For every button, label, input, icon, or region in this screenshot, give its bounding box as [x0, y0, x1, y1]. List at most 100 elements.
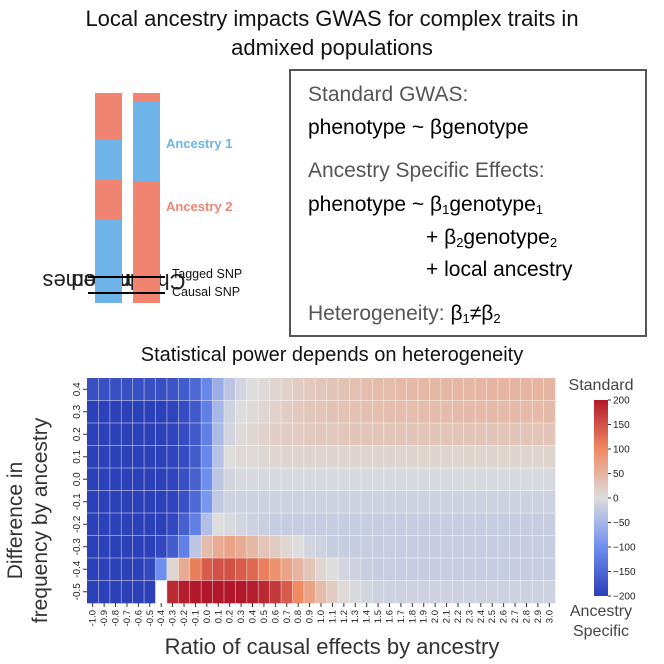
heatmap-cell — [121, 558, 133, 581]
heatmap-cell — [258, 558, 270, 581]
heatmap-cell — [509, 513, 522, 536]
heatmap-cell — [315, 513, 327, 536]
heatmap-cell — [212, 378, 225, 401]
heatmap-cell — [509, 445, 522, 469]
heatmap-cell — [497, 378, 510, 401]
heatmap-cell — [372, 490, 385, 514]
heatmap-cell — [463, 378, 476, 401]
colorbar-tick-label: −50 — [613, 518, 630, 529]
x-tick-label: -1.0 — [88, 610, 99, 626]
heatmap-cell — [395, 445, 407, 469]
heatmap-cell — [360, 400, 373, 424]
heatmap-cell — [429, 535, 442, 559]
heatmap-cell — [292, 400, 305, 424]
heatmap-cell — [372, 468, 385, 491]
heatmap-cell — [463, 580, 476, 604]
heatmap-cell — [189, 400, 202, 424]
heatmap-cell — [201, 468, 213, 491]
heatmap-cell — [258, 423, 270, 446]
heatmap-cell — [235, 445, 248, 469]
ancestry-specific-formula-line-3: + local ancestry — [426, 258, 573, 281]
x-tick-label: -0.8 — [111, 610, 122, 626]
heatmap-cell — [338, 558, 350, 581]
heatmap-cell — [520, 400, 533, 424]
x-tick-label: 2.0 — [430, 610, 441, 623]
heatmap-cell — [212, 445, 225, 469]
heatmap-cell — [178, 400, 191, 424]
heatmap-cell — [292, 468, 305, 491]
heatmap-cell — [201, 400, 213, 424]
heatmap-cell — [223, 400, 236, 424]
heatmap-cell — [406, 558, 419, 581]
heatmap-cell — [326, 490, 339, 514]
heatmap-cell — [372, 580, 385, 604]
heatmap-cell — [452, 490, 464, 514]
heatmap-cell — [532, 445, 544, 469]
heatmap-cell — [315, 468, 327, 491]
heatmap-y-ticks: 0.4 0.3 0.2 0.1 0.0 -0.1 -0.2 -0.3 -0.4 -0.5 — [72, 382, 87, 600]
causal-snp-line — [88, 292, 165, 294]
tagged-snp-line — [88, 276, 165, 278]
heatmap-cell — [87, 468, 99, 491]
heatmap-cell — [543, 423, 556, 446]
heatmap-cell — [497, 490, 510, 514]
heatmap-cell — [201, 378, 213, 401]
heatmap-cell — [383, 445, 396, 469]
heatmap-cell — [166, 378, 179, 401]
heatmap-cell — [463, 445, 476, 469]
heatmap-cell — [178, 580, 191, 604]
heatmap-cell — [155, 445, 168, 469]
x-tick-label: 0.4 — [248, 610, 259, 623]
heatmap-cell — [223, 378, 236, 401]
heatmap-cell — [532, 378, 544, 401]
heatmap-cell — [303, 580, 316, 604]
heatmap-cell — [121, 445, 133, 469]
heatmap-cell — [269, 423, 282, 446]
heatmap-cell — [497, 558, 510, 581]
heatmap-cell — [486, 535, 499, 559]
heatmap-cell — [258, 580, 270, 604]
heatmap-cell — [349, 490, 362, 514]
heatmap-cell — [132, 378, 145, 401]
heatmap-cell — [269, 558, 282, 581]
x-tick-label: 2.2 — [453, 610, 464, 623]
heatmap-cell — [201, 423, 213, 446]
heatmap-cell — [338, 580, 350, 604]
colorbar-tick-label: 200 — [613, 396, 630, 407]
heatmap-cell — [201, 580, 213, 604]
heatmap-cell — [246, 490, 259, 514]
heatmap-cell — [338, 535, 350, 559]
heatmap-cell — [303, 445, 316, 469]
heatmap-cell — [429, 468, 442, 491]
heatmap-cell — [212, 423, 225, 446]
x-tick-label: 0.0 — [202, 610, 213, 623]
heatmap-cell — [543, 513, 556, 536]
x-tick-label: 2.8 — [521, 610, 532, 623]
heatmap-cell — [360, 423, 373, 446]
heatmap-cell — [440, 490, 453, 514]
heatmap-cell — [315, 535, 327, 559]
heatmap-cell — [315, 490, 327, 514]
ancestry-specific-heading: Ancestry Specific Effects: — [308, 159, 545, 182]
heatmap-cell — [144, 468, 156, 491]
heatmap-cell — [109, 580, 122, 604]
heatmap-cell — [509, 423, 522, 446]
heatmap-cell — [166, 490, 179, 514]
heatmap-cell — [166, 513, 179, 536]
model-box: Standard GWAS: phenotype ~ βgenotype Anc… — [289, 69, 647, 337]
heatmap-cell — [258, 490, 270, 514]
heatmap-cell — [246, 535, 259, 559]
heatmap-cell — [520, 468, 533, 491]
heatmap-cell — [452, 378, 464, 401]
heatmap-cell — [520, 445, 533, 469]
x-tick-label: -0.4 — [156, 610, 167, 626]
colorbar-bottom-label-line-1: Ancestry — [570, 603, 632, 620]
heatmap-cell — [87, 580, 99, 604]
heatmap-cell — [144, 423, 156, 446]
heatmap-cell — [497, 535, 510, 559]
heatmap-cell — [463, 423, 476, 446]
heatmap-cell — [429, 400, 442, 424]
heatmap-cell — [486, 580, 499, 604]
heatmap-cell — [269, 513, 282, 536]
heatmap-cell — [315, 400, 327, 424]
